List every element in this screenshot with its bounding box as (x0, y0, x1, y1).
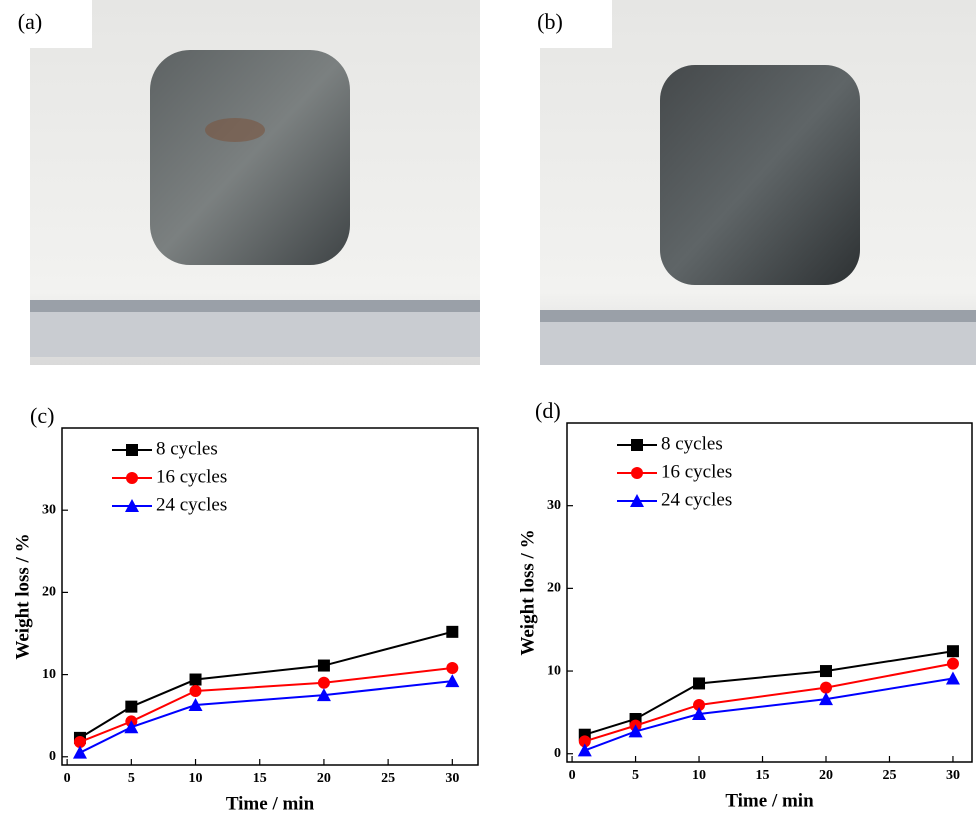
y-tick-label: 0 (49, 749, 56, 764)
legend-label: 8 cycles (156, 438, 218, 459)
legend-marker (126, 444, 138, 456)
marker (578, 743, 592, 756)
photo-b: (b) (520, 0, 976, 365)
legend-label: 24 cycles (661, 489, 732, 510)
page: (a) (b) (c) 0 5 10 15 20 25 30 0 10 20 30 Time / min… (0, 0, 976, 821)
panel-label: (b) (537, 9, 563, 34)
ruler (30, 312, 480, 357)
marker (820, 682, 832, 694)
legend-marker (126, 472, 138, 484)
marker (318, 677, 330, 689)
sample-cube (660, 65, 860, 285)
marker (190, 674, 202, 686)
label-box (0, 0, 92, 48)
sample-cube (150, 50, 350, 265)
marker (947, 645, 959, 657)
legend-label: 24 cycles (156, 494, 227, 515)
legend-label: 8 cycles (661, 433, 723, 454)
x-tick-label: 10 (692, 768, 706, 783)
figure: (a) (b) (c) 0 5 10 15 20 25 30 0 10 20 30 Time / min… (0, 0, 976, 821)
marker (946, 671, 960, 684)
marker (445, 674, 459, 687)
chart: (c) 0 5 10 15 20 25 30 0 10 20 30 Time / min Weight l… (12, 403, 478, 814)
y-tick-label: 10 (547, 663, 561, 678)
ruler-edge (540, 310, 976, 322)
panel-label: (d) (535, 398, 561, 423)
x-tick-label: 30 (445, 771, 459, 786)
x-axis-label: Time / min (725, 790, 814, 811)
y-tick-label: 30 (547, 498, 561, 513)
marker (947, 658, 959, 670)
panel-label: (a) (18, 9, 42, 34)
x-tick-label: 0 (569, 768, 576, 783)
marker (190, 685, 202, 697)
x-tick-label: 10 (189, 771, 203, 786)
label-box (520, 0, 612, 48)
ruler (540, 322, 976, 365)
ruler-edge (30, 300, 480, 312)
legend-marker (631, 467, 643, 479)
y-tick-label: 0 (554, 746, 561, 761)
marker (820, 665, 832, 677)
x-tick-label: 30 (946, 768, 960, 783)
x-tick-label: 15 (756, 768, 770, 783)
y-tick-label: 10 (42, 667, 56, 682)
x-tick-label: 0 (64, 771, 71, 786)
y-axis-label: Weight loss / % (12, 533, 33, 659)
legend-marker (631, 439, 643, 451)
x-tick-label: 5 (128, 771, 135, 786)
y-axis-label: Weight loss / % (517, 529, 538, 655)
legend-label: 16 cycles (156, 466, 227, 487)
marker (446, 626, 458, 638)
marker (446, 662, 458, 674)
series-line (80, 681, 452, 753)
marker (693, 677, 705, 689)
chart: (d) 0 5 10 15 20 25 30 0 10 20 30 Time / min Weight l… (517, 398, 972, 811)
x-tick-label: 5 (632, 768, 639, 783)
marker (125, 701, 137, 713)
x-tick-label: 25 (381, 771, 395, 786)
y-tick-label: 20 (42, 585, 56, 600)
y-tick-label: 30 (42, 502, 56, 517)
x-tick-label: 25 (882, 768, 896, 783)
stain (205, 118, 265, 142)
x-tick-label: 20 (819, 768, 833, 783)
x-axis-label: Time / min (226, 793, 315, 814)
marker (318, 660, 330, 672)
marker (73, 746, 87, 759)
x-tick-label: 20 (317, 771, 331, 786)
panel-label: (c) (30, 403, 54, 428)
legend-label: 16 cycles (661, 461, 732, 482)
x-tick-label: 15 (253, 771, 267, 786)
y-tick-label: 20 (547, 581, 561, 596)
photo-a: (a) (0, 0, 480, 365)
